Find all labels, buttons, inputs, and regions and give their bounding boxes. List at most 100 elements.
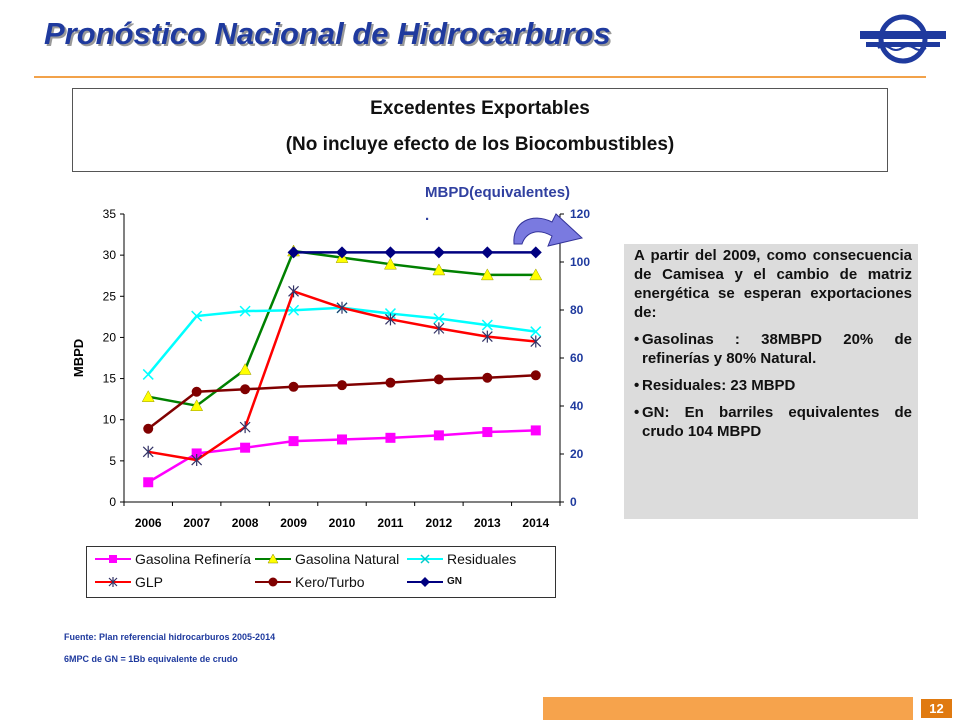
info-panel: A partir del 2009, como consecuencia de … [624, 244, 918, 519]
data-point [288, 285, 299, 298]
data-point [337, 434, 347, 445]
series-line [147, 306, 536, 376]
legend-marker-icon [255, 577, 291, 587]
data-point [239, 305, 251, 317]
data-point [432, 246, 445, 259]
info-bullet-text: GN: En barriles equivalentes de crudo 10… [642, 404, 912, 440]
data-point [433, 312, 445, 325]
data-point [530, 370, 541, 381]
data-point [143, 423, 154, 434]
chart-legend: Gasolina Refinería Gasolina Natural Resi… [86, 546, 556, 598]
legend-label: GN [447, 576, 462, 587]
subtitle-line-2: (No incluye efecto de los Biocombustible… [285, 134, 675, 155]
data-point [433, 430, 444, 441]
equivalence-note: 6MPC de GN = 1Bb equivalente de crudo [64, 654, 238, 664]
data-point [529, 246, 542, 259]
legend-marker-icon [407, 554, 443, 564]
data-point [288, 436, 299, 447]
legend-marker-icon [95, 577, 131, 587]
data-point [530, 326, 542, 338]
x-tick-label: 2009 [280, 516, 307, 530]
data-point [191, 448, 202, 459]
y2-tick-label: 120 [570, 207, 590, 221]
y-tick-label: 25 [103, 289, 117, 303]
data-point [287, 246, 300, 259]
data-point [191, 386, 202, 397]
data-point [238, 362, 252, 375]
footer-bar [543, 697, 960, 720]
data-point [529, 268, 543, 281]
data-point [190, 399, 204, 411]
y-axis-label: MBPD [71, 339, 86, 377]
y-tick-label: 10 [103, 413, 117, 427]
data-point [433, 322, 445, 335]
x-tick-label: 2006 [135, 516, 162, 530]
legend-label: Kero/Turbo [295, 574, 365, 590]
source-note: Fuente: Plan referencial hidrocarburos 2… [64, 632, 276, 642]
y2-tick-label: 40 [570, 399, 584, 413]
legend-label: Gasolina Refinería [135, 551, 251, 567]
x-tick-label: 2013 [474, 516, 501, 530]
data-point [384, 257, 397, 270]
y-tick-label: 30 [103, 248, 117, 262]
x-tick-label: 2010 [329, 516, 356, 530]
data-point [481, 246, 494, 259]
header-divider [34, 76, 926, 78]
legend-label: Gasolina Natural [295, 551, 400, 567]
data-point [385, 313, 396, 326]
y2-tick-label: 100 [570, 255, 590, 269]
info-intro: A partir del 2009, como consecuencia de … [634, 247, 912, 321]
y-tick-label: 20 [103, 330, 117, 344]
data-point [240, 384, 251, 395]
data-point [141, 390, 155, 402]
data-point [142, 368, 154, 380]
subtitle-line-1: Excedentes Exportables [370, 98, 590, 119]
data-point [239, 421, 251, 434]
x-tick-label: 2007 [183, 516, 210, 530]
x-tick-label: 2011 [377, 516, 403, 530]
data-point [143, 477, 154, 488]
data-point [336, 246, 348, 259]
subtitle-box: Excedentes Exportables (No incluye efect… [72, 88, 888, 172]
bullet-icon: • [634, 377, 640, 394]
legend-label: Residuales [447, 551, 517, 567]
info-bullet-text: Residuales: 23 MBPD [642, 377, 796, 394]
info-bullet: • Gasolinas : 38MBPD 20% de refinerías y … [634, 330, 912, 368]
data-point [240, 442, 251, 453]
data-point [481, 319, 493, 331]
page-number: 12 [910, 697, 960, 720]
bullet-icon: • [634, 404, 640, 421]
curved-arrow [513, 213, 584, 247]
page-title: Pronóstico Nacional de Hidrocarburos [44, 16, 611, 51]
y-tick-label: 15 [103, 372, 117, 386]
data-point [480, 268, 494, 281]
info-bullet-text: Gasolinas : 38MBPD 20% de refinerías y 8… [642, 331, 912, 367]
legend-marker-icon [255, 553, 291, 564]
data-point [481, 330, 493, 343]
y2-tick-label: 60 [570, 351, 584, 365]
data-point [337, 380, 347, 391]
x-tick-label: 2008 [232, 516, 259, 530]
data-point [482, 427, 493, 438]
data-point [288, 304, 300, 316]
data-point [336, 301, 348, 314]
data-point [482, 372, 493, 383]
company-logo [860, 14, 946, 64]
y2-tick-label: 0 [570, 495, 577, 509]
info-bullet: • Residuales: 23 MBPD [634, 376, 912, 395]
legend-marker-icon [95, 555, 131, 563]
data-point [530, 425, 541, 436]
unit-dot: . [425, 207, 430, 224]
data-point [385, 432, 396, 443]
data-point [191, 310, 203, 322]
page-number-text: 12 [921, 699, 952, 718]
x-tick-label: 2014 [522, 516, 549, 530]
data-point [142, 445, 154, 458]
bullet-icon: • [634, 331, 640, 348]
y2-tick-label: 20 [570, 447, 584, 461]
data-point [384, 246, 397, 259]
y2-tick-label: 80 [570, 303, 584, 317]
data-point [385, 377, 396, 388]
info-bullet: • GN: En barriles equivalentes de crudo 1… [634, 403, 912, 441]
